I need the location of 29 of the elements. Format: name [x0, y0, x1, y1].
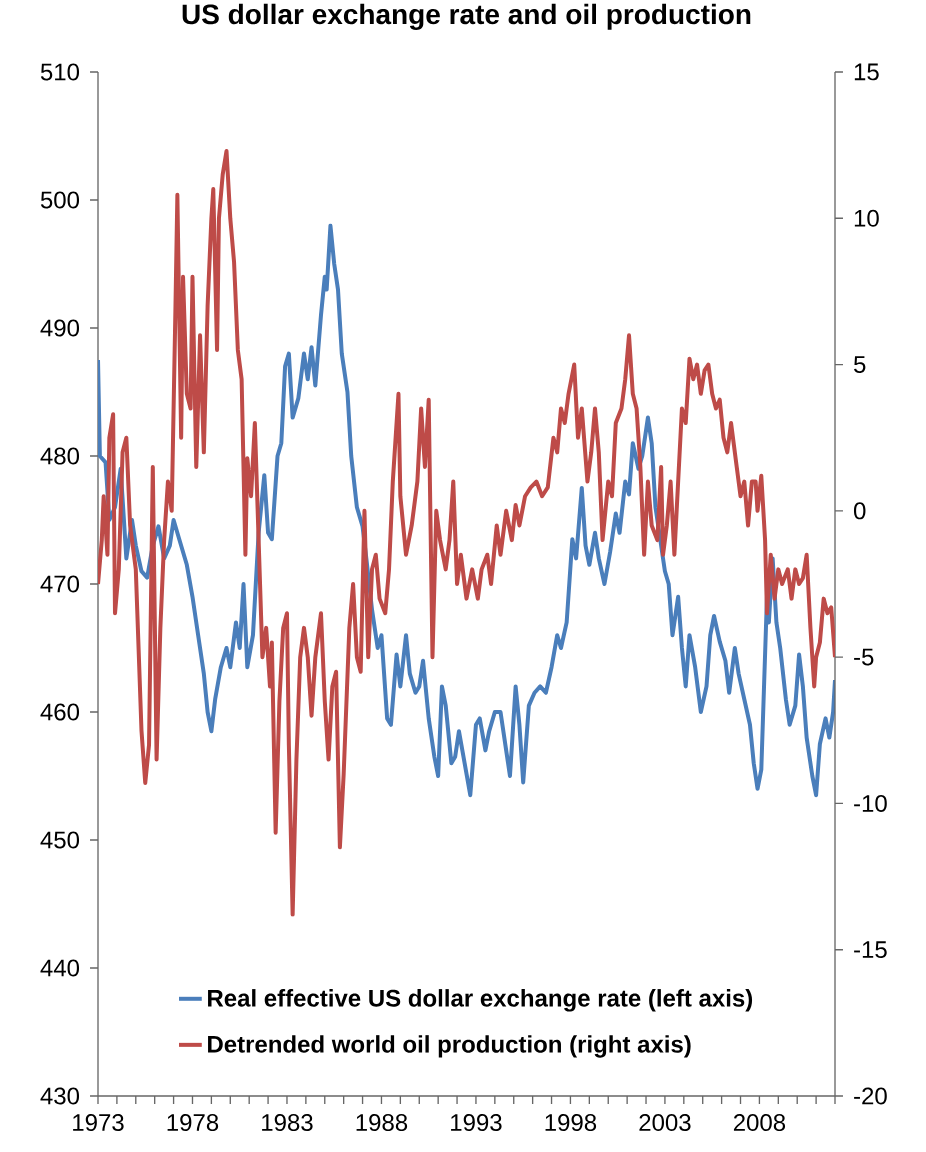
y-tick-label: 510: [40, 63, 80, 81]
chart-title: US dollar exchange rate and oil production: [182, 3, 751, 30]
x-tick-label: 2003: [639, 1114, 691, 1132]
y-tick-label: 460: [40, 703, 80, 721]
y2-tick-label: 5: [854, 356, 866, 373]
y2-tick-label: -15: [854, 941, 887, 959]
y-tick-label: 490: [40, 319, 80, 337]
y-tick-label: 450: [40, 831, 80, 849]
y2-tick-label: -10: [854, 794, 887, 812]
y-tick-label: 500: [40, 191, 80, 209]
x-tick-label: 2008: [733, 1114, 786, 1132]
y-tick-label: 480: [40, 447, 80, 465]
x-tick-label: 1993: [451, 1114, 502, 1132]
y2-tick-label: 15: [854, 63, 879, 81]
x-tick-label: 1973: [73, 1114, 124, 1132]
legend-label: Detrended world oil production (right axis): [208, 1035, 691, 1058]
x-tick-label: 1983: [262, 1114, 313, 1132]
y-tick-label: 470: [40, 575, 80, 593]
y-tick-label: 430: [40, 1087, 80, 1105]
y2-tick-label: 0: [853, 502, 866, 520]
line-series: [98, 223, 835, 798]
y2-tick-label: 10: [854, 209, 879, 227]
y2-tick-label: -5: [854, 648, 874, 666]
x-tick-label: 1988: [356, 1114, 408, 1132]
x-tick-label: 1998: [545, 1114, 597, 1132]
x-tick-label: 1978: [167, 1114, 219, 1132]
legend-label: Real effective US dollar exchange rate (left axis): [208, 989, 753, 1012]
y2-tick-label: -20: [854, 1087, 887, 1105]
y-tick-label: 440: [40, 959, 80, 977]
